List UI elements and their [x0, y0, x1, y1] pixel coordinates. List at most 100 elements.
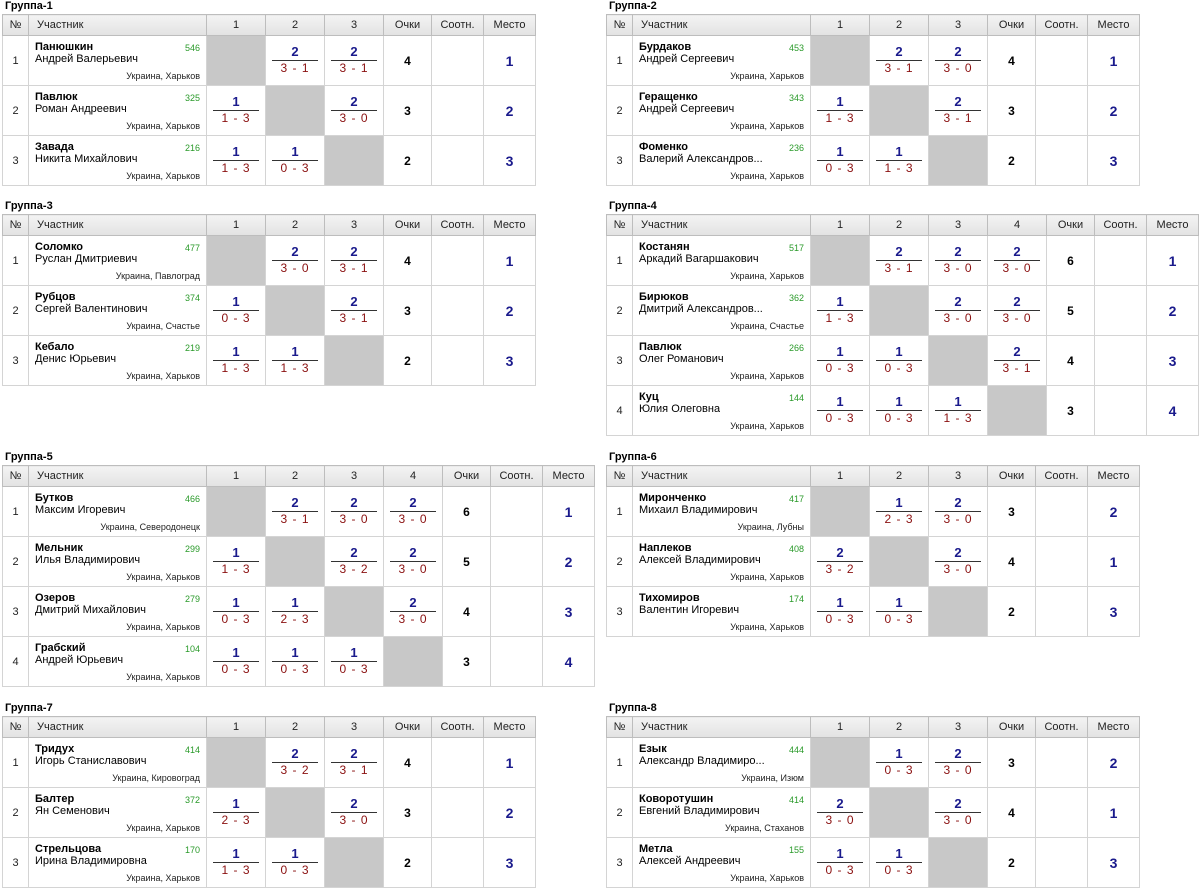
col-participant[interactable]: Участник: [28, 14, 207, 36]
participant-surname[interactable]: Куц: [639, 390, 659, 403]
col-ratio[interactable]: Соотн.: [1094, 214, 1147, 236]
participant-cell[interactable]: Миронченко Михаил Владимирович 417 Украина,…: [632, 486, 811, 537]
col-points[interactable]: Очки: [1046, 214, 1095, 236]
col-opponent[interactable]: 4: [383, 465, 443, 487]
participant-surname[interactable]: Бирюков: [639, 290, 689, 303]
col-ratio[interactable]: Соотн.: [490, 465, 543, 487]
participant-surname[interactable]: Костанян: [639, 240, 690, 253]
col-num[interactable]: №: [2, 465, 29, 487]
participant-cell[interactable]: Тихомиров Валентин Игоревич 174 Украина, Ха…: [632, 586, 811, 637]
col-participant[interactable]: Участник: [632, 465, 811, 487]
participant-surname[interactable]: Озеров: [35, 591, 76, 604]
col-opponent[interactable]: 1: [810, 14, 870, 36]
col-ratio[interactable]: Соотн.: [1035, 716, 1088, 738]
col-place[interactable]: Место: [483, 716, 536, 738]
participant-surname[interactable]: Геращенко: [639, 90, 698, 103]
col-participant[interactable]: Участник: [632, 214, 811, 236]
col-place[interactable]: Место: [1087, 465, 1140, 487]
participant-surname[interactable]: Соломко: [35, 240, 84, 253]
col-opponent[interactable]: 1: [810, 214, 870, 236]
col-opponent[interactable]: 3: [928, 214, 988, 236]
col-opponent[interactable]: 2: [265, 716, 325, 738]
col-opponent[interactable]: 3: [928, 465, 988, 487]
participant-surname[interactable]: Бутков: [35, 491, 74, 504]
participant-cell[interactable]: Рубцов Сергей Валентинович 374 Украина, Сча…: [28, 285, 207, 336]
col-opponent[interactable]: 2: [265, 214, 325, 236]
participant-surname[interactable]: Кебало: [35, 340, 75, 353]
participant-surname[interactable]: Панюшкин: [35, 40, 94, 53]
col-opponent[interactable]: 2: [869, 465, 929, 487]
col-opponent[interactable]: 2: [869, 716, 929, 738]
col-participant[interactable]: Участник: [632, 14, 811, 36]
participant-cell[interactable]: Тридух Игорь Станиславович 414 Украина, Кир…: [28, 737, 207, 788]
col-ratio[interactable]: Соотн.: [431, 214, 484, 236]
col-num[interactable]: №: [606, 465, 633, 487]
col-opponent[interactable]: 3: [324, 716, 384, 738]
participant-cell[interactable]: Стрельцова Ирина Владимировна 170 Украина, …: [28, 837, 207, 888]
col-opponent[interactable]: 3: [928, 14, 988, 36]
participant-surname[interactable]: Мельник: [35, 541, 83, 554]
participant-surname[interactable]: Павлюк: [35, 90, 78, 103]
col-num[interactable]: №: [2, 716, 29, 738]
col-opponent[interactable]: 2: [869, 14, 929, 36]
participant-surname[interactable]: Стрельцова: [35, 842, 102, 855]
col-opponent[interactable]: 2: [265, 465, 325, 487]
col-place[interactable]: Место: [1087, 716, 1140, 738]
participant-cell[interactable]: Геращенко Андрей Сергеевич 343 Украина, Хар…: [632, 85, 811, 136]
participant-cell[interactable]: Павлюк Роман Андреевич 325 Украина, Харьков: [28, 85, 207, 136]
participant-cell[interactable]: Кебало Денис Юрьевич 219 Украина, Харьков: [28, 335, 207, 386]
participant-surname[interactable]: Бурдаков: [639, 40, 692, 53]
participant-surname[interactable]: Коворотушин: [639, 792, 714, 805]
col-points[interactable]: Очки: [987, 14, 1036, 36]
participant-cell[interactable]: Куц Юлия Олеговна 144 Украина, Харьков: [632, 385, 811, 436]
col-points[interactable]: Очки: [987, 465, 1036, 487]
col-participant[interactable]: Участник: [632, 716, 811, 738]
participant-cell[interactable]: Грабский Андрей Юрьевич 104 Украина, Харько…: [28, 636, 207, 687]
participant-cell[interactable]: Бутков Максим Игоревич 466 Украина, Северод…: [28, 486, 207, 537]
col-ratio[interactable]: Соотн.: [1035, 14, 1088, 36]
col-opponent[interactable]: 1: [810, 716, 870, 738]
col-num[interactable]: №: [2, 214, 29, 236]
participant-cell[interactable]: Панюшкин Андрей Валерьевич 546 Украина, Хар…: [28, 35, 207, 86]
participant-surname[interactable]: Рубцов: [35, 290, 76, 303]
col-opponent[interactable]: 1: [206, 716, 266, 738]
participant-surname[interactable]: Павлюк: [639, 340, 682, 353]
participant-surname[interactable]: Езык: [639, 742, 667, 755]
participant-surname[interactable]: Тридух: [35, 742, 75, 755]
participant-cell[interactable]: Павлюк Олег Романович 266 Украина, Харьков: [632, 335, 811, 386]
